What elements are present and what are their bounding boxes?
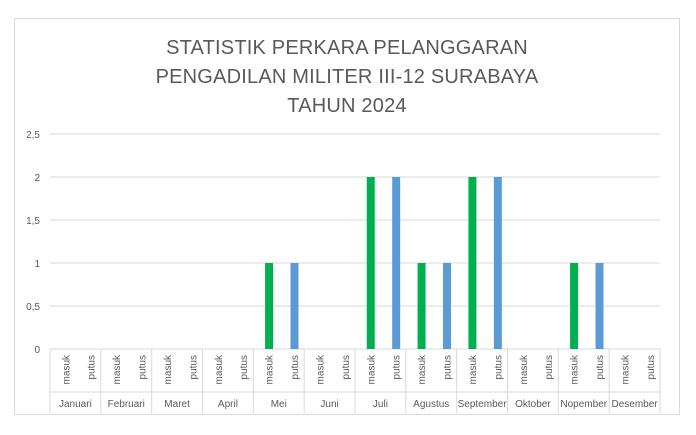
sub-label-masuk: masuk bbox=[620, 354, 631, 384]
sub-label-putus: putus bbox=[87, 355, 98, 379]
month-label: Februari bbox=[108, 399, 145, 410]
month-label: Mei bbox=[271, 399, 287, 410]
bar-masuk bbox=[265, 263, 274, 349]
sub-label-masuk: masuk bbox=[468, 354, 479, 384]
bar-masuk bbox=[417, 263, 426, 349]
sub-label-putus: putus bbox=[341, 355, 352, 379]
y-tick-label: 2 bbox=[34, 173, 40, 184]
sub-label-masuk: masuk bbox=[163, 354, 174, 384]
chart-title-line-3: TAHUN 2024 bbox=[287, 95, 407, 117]
month-label: September bbox=[458, 399, 508, 410]
chart-title: STATISTIK PERKARA PELANGGARAN PENGADILAN… bbox=[14, 34, 680, 121]
sub-label-masuk: masuk bbox=[417, 354, 428, 384]
sub-label-masuk: masuk bbox=[112, 354, 123, 384]
sub-label-masuk: masuk bbox=[366, 354, 377, 384]
month-label: Januari bbox=[59, 399, 92, 410]
month-label: Oktober bbox=[515, 399, 551, 410]
sub-label-putus: putus bbox=[493, 355, 504, 379]
sub-label-masuk: masuk bbox=[214, 354, 225, 384]
sub-label-putus: putus bbox=[544, 355, 555, 379]
month-label: Agustus bbox=[413, 399, 449, 410]
bar-masuk bbox=[366, 177, 375, 349]
bar-masuk bbox=[570, 263, 579, 349]
sub-label-putus: putus bbox=[239, 355, 250, 379]
sub-label-masuk: masuk bbox=[570, 354, 581, 384]
month-label: Juni bbox=[320, 399, 338, 410]
sub-label-masuk: masuk bbox=[519, 354, 530, 384]
month-label: Juli bbox=[373, 399, 388, 410]
month-label: April bbox=[218, 399, 238, 410]
month-label: Desember bbox=[612, 399, 659, 410]
sub-label-putus: putus bbox=[138, 355, 149, 379]
chart-title-line-1: STATISTIK PERKARA PELANGGARAN bbox=[166, 37, 528, 59]
bar-masuk bbox=[468, 177, 477, 349]
month-label: Nopember bbox=[560, 399, 607, 410]
month-label: Maret bbox=[164, 399, 190, 410]
sub-label-masuk: masuk bbox=[61, 354, 72, 384]
bar-putus bbox=[443, 263, 452, 349]
sub-label-masuk: masuk bbox=[315, 354, 326, 384]
bar-putus bbox=[493, 177, 502, 349]
sub-label-putus: putus bbox=[188, 355, 199, 379]
y-tick-label: 1,5 bbox=[26, 216, 40, 227]
sub-label-putus: putus bbox=[392, 355, 403, 379]
bar-putus bbox=[392, 177, 401, 349]
sub-label-putus: putus bbox=[290, 355, 301, 379]
sub-label-masuk: masuk bbox=[265, 354, 276, 384]
bar-putus bbox=[595, 263, 604, 349]
y-tick-label: 0,5 bbox=[26, 302, 40, 313]
chart-title-line-2: PENGADILAN MILITER III-12 SURABAYA bbox=[155, 66, 539, 88]
sub-label-putus: putus bbox=[443, 355, 454, 379]
y-tick-label: 2,5 bbox=[26, 130, 40, 141]
bar-putus bbox=[290, 263, 299, 349]
sub-label-putus: putus bbox=[646, 355, 657, 379]
y-tick-label: 0 bbox=[34, 345, 40, 356]
y-tick-label: 1 bbox=[34, 259, 40, 270]
sub-label-putus: putus bbox=[595, 355, 606, 379]
